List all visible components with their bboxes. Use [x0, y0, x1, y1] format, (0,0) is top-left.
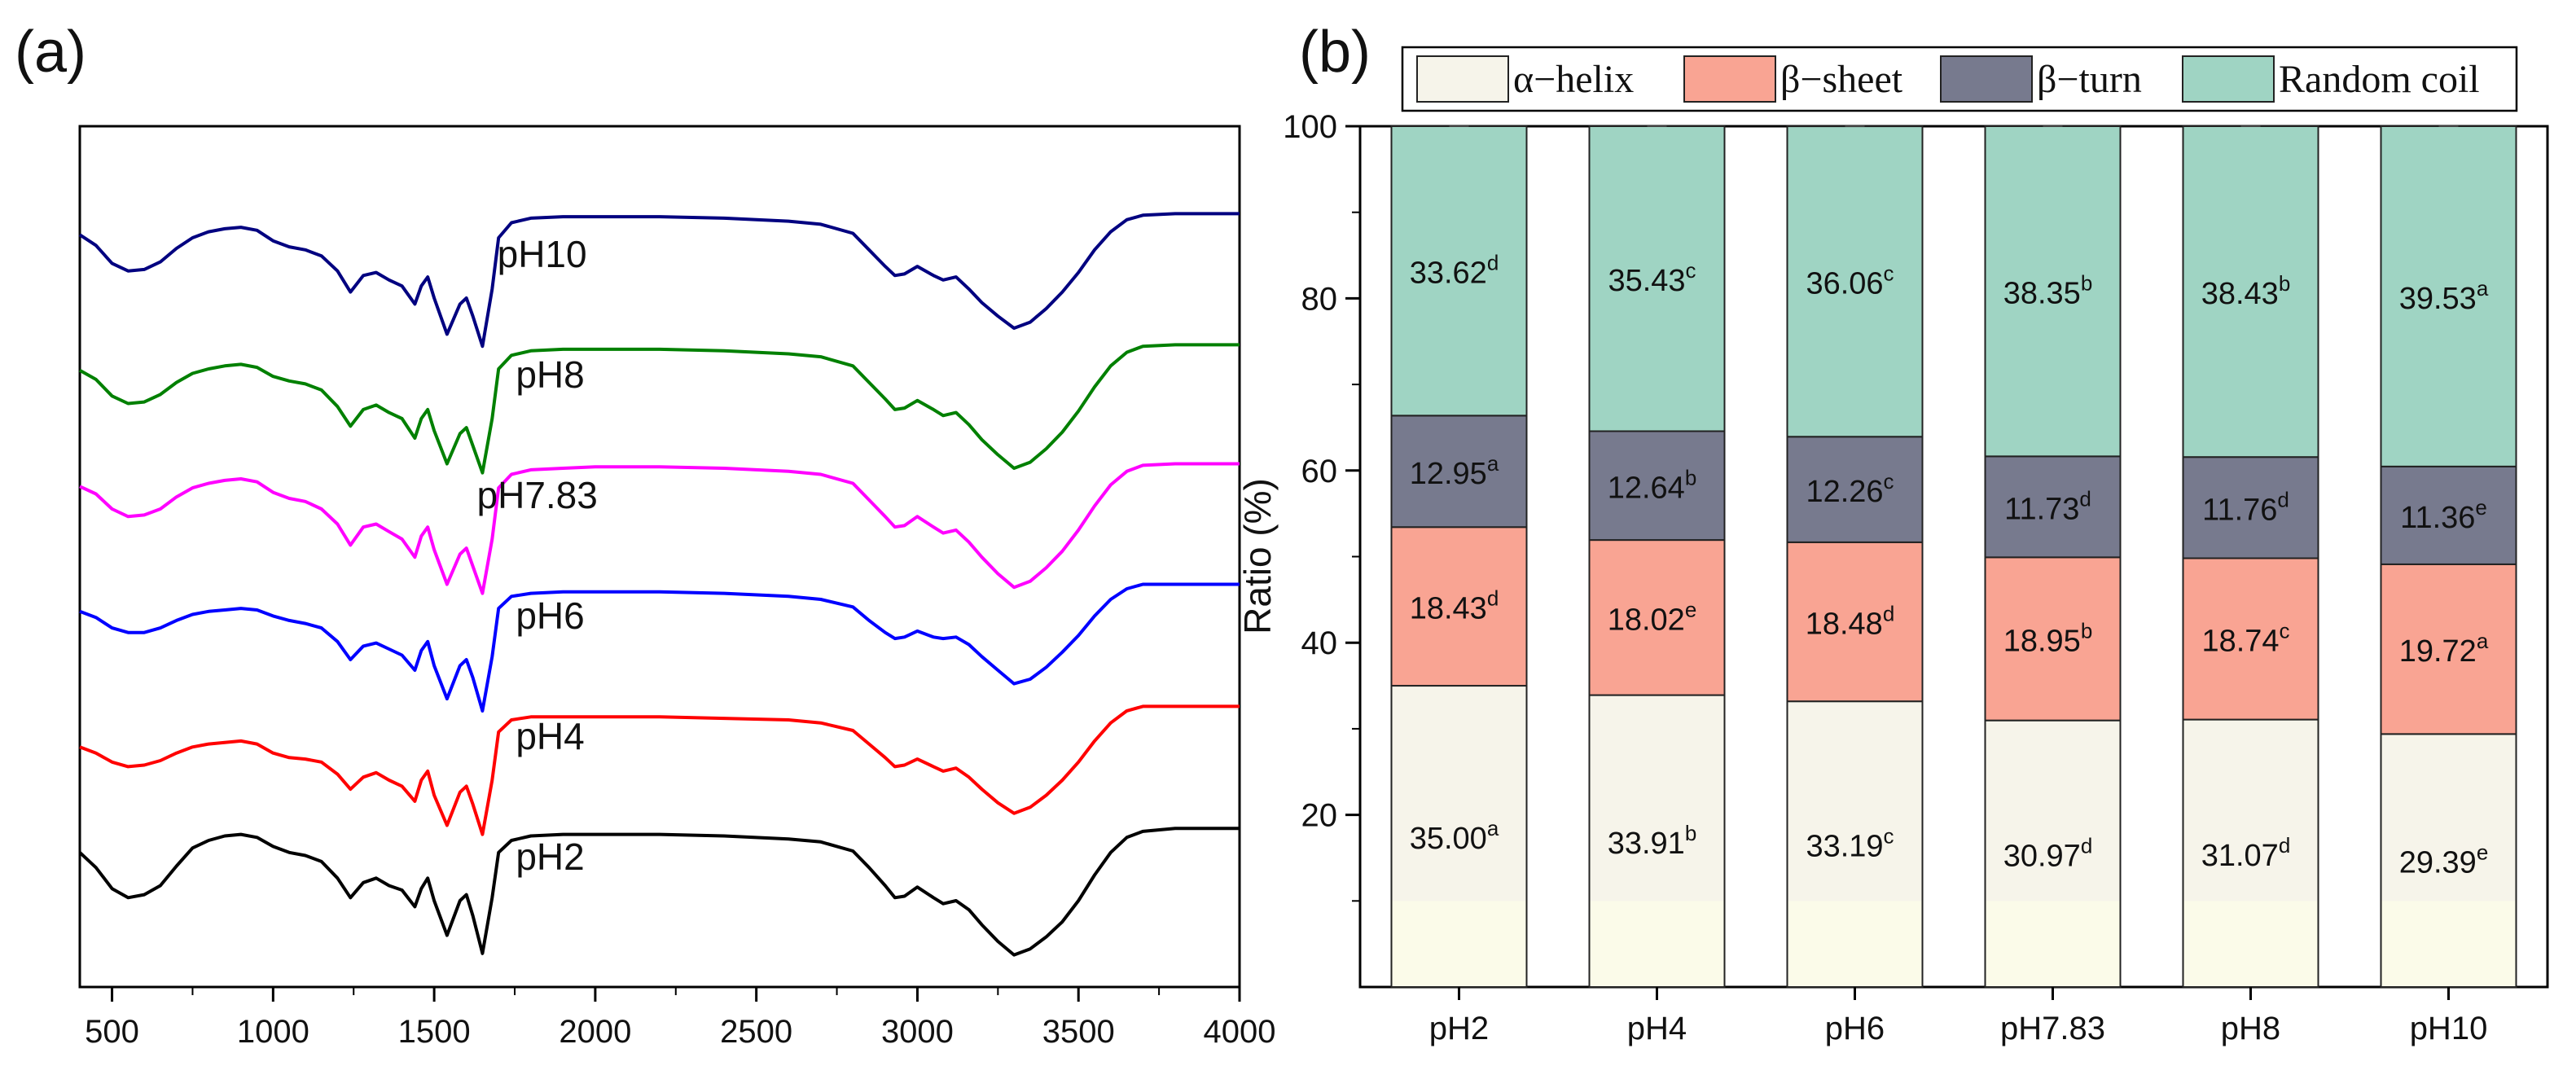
- spectrum-line-ph7-83: [79, 462, 1240, 595]
- panel-label-b: (b): [1299, 20, 1371, 85]
- ftir-panel: (a) pH2 pH4 pH6 pH7.83 pH8 pH10 500 1000 1500 20…: [15, 20, 1275, 1050]
- bar-segment-beta-turn-ph7-83: [1984, 455, 2122, 559]
- category-label: pH2: [1429, 1011, 1489, 1046]
- spectrum-label-ph6: pH6: [516, 594, 584, 637]
- bar-segment-beta-turn-ph2: [1390, 415, 1528, 529]
- data-label: 18.74c: [2201, 619, 2289, 659]
- bar-segment-beta-sheet-ph8: [2182, 557, 2319, 721]
- bar-base-shade: [1788, 901, 1922, 986]
- x-axis-a: 500 1000 1500 2000 2500 3000 3500 4000: [85, 987, 1275, 1050]
- legend-label-beta-turn: β−turn: [2037, 58, 2142, 101]
- data-label: 35.43c: [1608, 258, 1696, 298]
- data-label: 12.95a: [1410, 451, 1499, 491]
- x-tick-label-a: 2500: [720, 1014, 792, 1050]
- legend: α−helix β−sheet β−turn Random coil: [1401, 46, 2518, 112]
- legend-label-random-coil: Random coil: [2279, 58, 2480, 101]
- x-tick-label-a: 1000: [237, 1014, 309, 1050]
- data-label: 18.95b: [2003, 618, 2093, 658]
- data-label: 12.64b: [1608, 465, 1697, 505]
- data-label: 31.07d: [2201, 833, 2291, 873]
- bar-segment-random-coil-ph2: [1390, 125, 1528, 417]
- bar-segment-random-coil-ph6: [1786, 125, 1924, 438]
- y-tick-label-b: 100: [1283, 109, 1337, 145]
- spectrum-line-ph10: [78, 212, 1240, 349]
- bar-segment-random-coil-ph4: [1588, 125, 1726, 432]
- x-tick-label-a: 500: [85, 1014, 139, 1050]
- secondary-structure-panel: (b) α−helix β−sheet β−turn Random coil 35.0…: [1236, 20, 2549, 1046]
- y-tick-label-b: 20: [1301, 798, 1338, 834]
- category-label: pH6: [1825, 1011, 1885, 1046]
- bar-base-shade: [1986, 901, 2120, 986]
- y-tick-label-b: 60: [1301, 454, 1338, 489]
- panel-label-a: (a): [15, 20, 86, 85]
- bar-base-shade: [2183, 901, 2318, 986]
- legend-swatch-beta-turn: [1940, 55, 2033, 103]
- x-axis-b: pH2 pH4 pH6 pH7.83 pH8 pH10: [1429, 987, 2488, 1046]
- bar-base-shade: [2381, 901, 2516, 986]
- data-label: 35.00a: [1410, 816, 1499, 856]
- y-axis-b: 20 40 60 80 100: [1283, 109, 1360, 902]
- legend-label-alpha-helix: α−helix: [1513, 58, 1634, 101]
- bar-base-shade: [1392, 901, 1526, 986]
- data-label: 12.26c: [1806, 469, 1894, 509]
- spectra-lines: [78, 212, 1240, 957]
- spectrum-label-ph10: pH10: [498, 233, 587, 275]
- category-label: pH7.83: [2000, 1011, 2105, 1046]
- bar-segment-beta-sheet-ph7-83: [1984, 556, 2122, 722]
- category-label: pH10: [2410, 1011, 2488, 1046]
- data-label: 33.91b: [1608, 821, 1697, 861]
- data-label: 19.72a: [2399, 629, 2489, 669]
- data-label: 38.35b: [2003, 271, 2093, 311]
- bar-segment-beta-turn-ph6: [1786, 436, 1924, 543]
- spectrum-label-ph2: pH2: [516, 836, 584, 878]
- data-label: 11.36e: [2400, 495, 2487, 535]
- spectrum-labels: pH2 pH4 pH6 pH7.83 pH8 pH10: [477, 233, 598, 878]
- data-label: 11.73d: [2004, 486, 2091, 526]
- bar-segment-beta-turn-ph4: [1588, 430, 1726, 542]
- spectrum-label-ph8: pH8: [516, 353, 584, 396]
- x-tick-label-a: 4000: [1204, 1014, 1276, 1050]
- data-label: 38.43b: [2201, 271, 2291, 311]
- spectrum-line-ph2: [78, 827, 1240, 957]
- plot-area-b: [1358, 125, 2549, 989]
- data-label: 18.43d: [1410, 586, 1499, 626]
- bar-segment-beta-turn-ph8: [2182, 456, 2319, 559]
- data-label: 29.39e: [2399, 840, 2489, 880]
- y-tick-label-b: 80: [1301, 281, 1338, 317]
- category-label: pH4: [1627, 1011, 1687, 1046]
- spectrum-line-ph8: [79, 343, 1240, 475]
- legend-swatch-beta-sheet: [1683, 55, 1776, 103]
- stacked-bars: 35.00a 18.43d 12.95a 33.62d 33.91b 18.02e 12.6…: [1390, 125, 2517, 989]
- legend-label-beta-sheet: β−sheet: [1780, 58, 1903, 101]
- bar-segment-beta-sheet-ph6: [1786, 541, 1924, 703]
- x-tick-label-a: 2000: [559, 1014, 631, 1050]
- x-tick-label-a: 3500: [1042, 1014, 1115, 1050]
- y-axis-label: Ratio (%): [1236, 478, 1279, 634]
- data-label: 18.48d: [1806, 602, 1895, 642]
- legend-swatch-random-coil: [2182, 55, 2275, 103]
- bar-segment-random-coil-ph7-83: [1984, 125, 2122, 458]
- spectrum-line-ph6: [79, 582, 1240, 713]
- spectrum-label-ph4: pH4: [516, 715, 584, 757]
- data-label: 11.76d: [2202, 487, 2289, 527]
- data-label: 30.97d: [2003, 833, 2093, 873]
- bar-segment-beta-sheet-ph4: [1588, 539, 1726, 696]
- bar-segment-beta-sheet-ph2: [1390, 526, 1528, 687]
- x-tick-label-a: 3000: [881, 1014, 954, 1050]
- data-label: 33.62d: [1410, 251, 1499, 291]
- plot-area-a: [78, 125, 1241, 989]
- bar-base-shade: [1590, 901, 1724, 986]
- spectrum-line-ph4: [79, 704, 1240, 836]
- x-tick-label-a: 1500: [398, 1014, 471, 1050]
- data-label: 36.06c: [1806, 261, 1894, 301]
- data-label: 18.02e: [1608, 597, 1697, 637]
- legend-swatch-alpha-helix: [1416, 55, 1509, 103]
- y-tick-label-b: 40: [1301, 625, 1338, 661]
- data-label: 33.19c: [1806, 824, 1894, 864]
- spectrum-label-ph7-83: pH7.83: [477, 474, 598, 516]
- data-label: 39.53a: [2399, 276, 2489, 316]
- category-label: pH8: [2221, 1011, 2280, 1046]
- bar-segment-random-coil-ph10: [2380, 125, 2517, 467]
